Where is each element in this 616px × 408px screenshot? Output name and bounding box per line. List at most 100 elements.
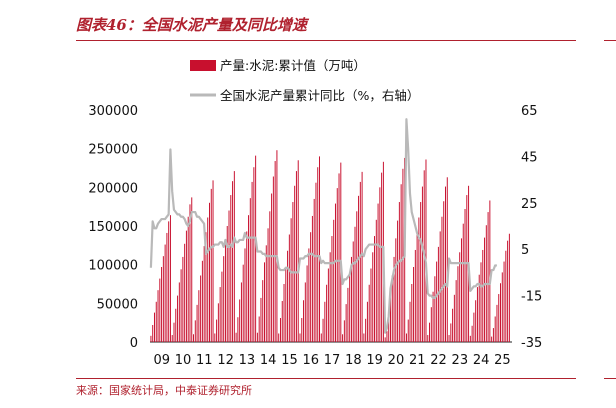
title-divider [76,40,576,41]
x-tick-label: 10 [175,353,192,368]
bar [363,333,365,342]
bar [405,333,407,342]
bar [311,215,313,342]
bar [283,284,285,342]
bar [492,328,494,342]
bar [391,275,393,342]
bar [322,318,324,342]
left-tick-label: 100000 [88,259,138,274]
bar [240,282,242,342]
bar [166,232,168,342]
x-tick-label: 14 [260,353,277,368]
x-tick-label: 17 [324,353,341,368]
bar [153,312,155,342]
bar [452,308,454,342]
bar [251,181,253,342]
bar [340,162,342,342]
bar [439,231,441,342]
bar [395,238,397,342]
bar [347,287,349,342]
bar [443,201,445,342]
legend: 产量:水泥:累计值（万吨） 全国水泥产量累计同比（%，右轴） [190,58,419,103]
bar [390,295,391,342]
bar [184,243,186,342]
bar [288,234,290,342]
bar [198,290,200,342]
bar [162,256,164,342]
x-tick-label: 25 [494,353,511,368]
bar [278,333,280,342]
x-axis: 09 10 11 12 13 14 15 16 17 18 19 20 21 22 23 24 25 [150,341,512,368]
bar [175,308,177,342]
bar [274,161,276,342]
bar [290,218,292,342]
bar [264,262,265,342]
bar [384,337,386,342]
bar [233,171,235,342]
bar [242,264,244,342]
bar [308,248,310,342]
bar [169,215,171,342]
bar [508,233,510,342]
left-tick-label: 200000 [88,181,138,196]
bar [343,320,345,342]
bar [295,171,297,342]
bar [297,160,299,342]
bar [201,260,203,342]
neighbor-divider [604,40,616,41]
bar [262,280,264,342]
x-tick-label: 11 [196,353,213,368]
bar [342,334,344,342]
x-tick-label: 24 [473,353,490,368]
bar [407,319,409,342]
bar [276,150,278,342]
bar [375,219,377,342]
bar [232,181,234,342]
bar [459,252,461,342]
left-tick-label: 300000 [88,104,138,119]
bar-series [150,150,510,342]
bar [365,318,367,342]
bar [429,322,431,342]
bar [304,282,306,342]
bar [409,301,411,342]
bar [260,297,262,342]
bar [228,210,230,342]
bar [173,322,175,342]
bar [180,269,182,342]
bar [203,246,205,342]
bar [507,240,509,342]
bar [287,250,289,342]
bar [473,312,475,342]
bar [416,233,418,342]
bar [333,219,335,342]
left-axis: 0 50000 100000 150000 200000 250000 300000 [88,104,138,351]
bar [349,272,351,342]
bar [480,262,482,342]
bar [432,291,434,342]
bar [324,301,326,342]
growth-line [149,118,497,334]
bar [306,265,308,342]
bar [258,316,260,342]
bar [476,287,478,342]
bar [397,220,399,342]
bar [177,295,179,342]
bar [210,188,212,342]
bar [491,336,493,342]
bar [269,211,271,342]
figure-title: 图表46：全国水泥产量及同比增速 [76,16,307,34]
bar [155,301,157,342]
bar [420,202,422,342]
bar [303,300,305,342]
bar [205,232,207,342]
bar [386,331,388,342]
bar [185,230,187,342]
legend-label-bar: 产量:水泥:累计值（万吨） [220,58,366,73]
bar [313,198,315,342]
bar [413,266,415,342]
left-tick-label: 0 [130,336,138,351]
bar [448,335,450,342]
bar [372,252,374,342]
